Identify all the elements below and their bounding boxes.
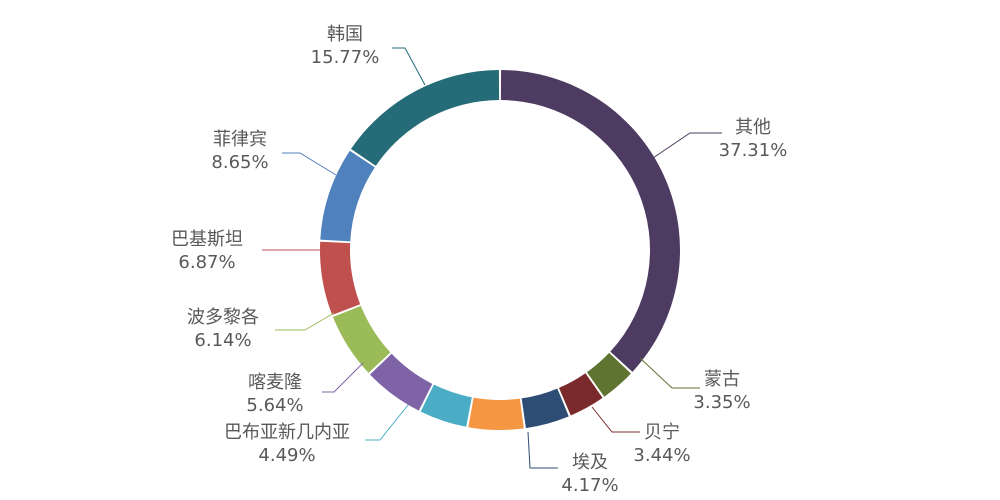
leader-line [275,312,335,331]
slice-label: 菲律宾 [213,129,267,150]
slice-喀麦隆 [369,353,433,411]
slice-蒙古 [586,352,631,397]
slice-label: 韩国 [327,24,363,45]
leader-line [282,152,337,176]
slice-percent-label: 8.65% [211,152,268,173]
slice-巴布亚新几内亚 [420,384,472,427]
slice-贝宁 [558,373,603,416]
slice-percent-label: 3.35% [693,392,750,413]
leader-line [649,132,722,161]
slice-label: 喀麦隆 [248,372,302,393]
slice-其他 [500,70,680,372]
slice-percent-label: 15.77% [311,47,380,68]
slice-label: 蒙古 [704,369,740,390]
slice-label: 波多黎各 [187,307,259,328]
slice-percent-label: 4.17% [561,475,618,496]
leader-line [392,47,426,86]
slice-label: 巴布亚新几内亚 [224,422,350,443]
leader-line [322,362,364,393]
slice-label: 埃及 [572,452,608,473]
leader-lines [262,47,722,469]
slice-percent-label: 6.87% [178,252,235,273]
slice-label: 贝宁 [644,422,680,443]
slice-label: 其他 [735,117,771,138]
leader-line [527,431,558,469]
slice-菲律宾 [320,150,375,242]
slice-波多黎各 [332,305,391,373]
slice-韩国 [351,70,500,166]
leader-line [365,404,409,441]
slice-percent-label: 3.44% [633,445,690,466]
slice-percent-label: 6.14% [194,330,251,351]
slice-percent-label: 4.49% [258,445,315,466]
donut-slices [320,70,680,430]
slice-巴基斯坦 [320,241,361,316]
leader-line [591,406,640,433]
leader-line [639,357,700,389]
slice-label: 巴基斯坦 [171,229,243,250]
slice-percent-label: 5.64% [246,395,303,416]
slice-埃及 [521,388,569,429]
slice-percent-label: 37.31% [719,140,788,161]
slice-unlabeled [468,397,524,430]
